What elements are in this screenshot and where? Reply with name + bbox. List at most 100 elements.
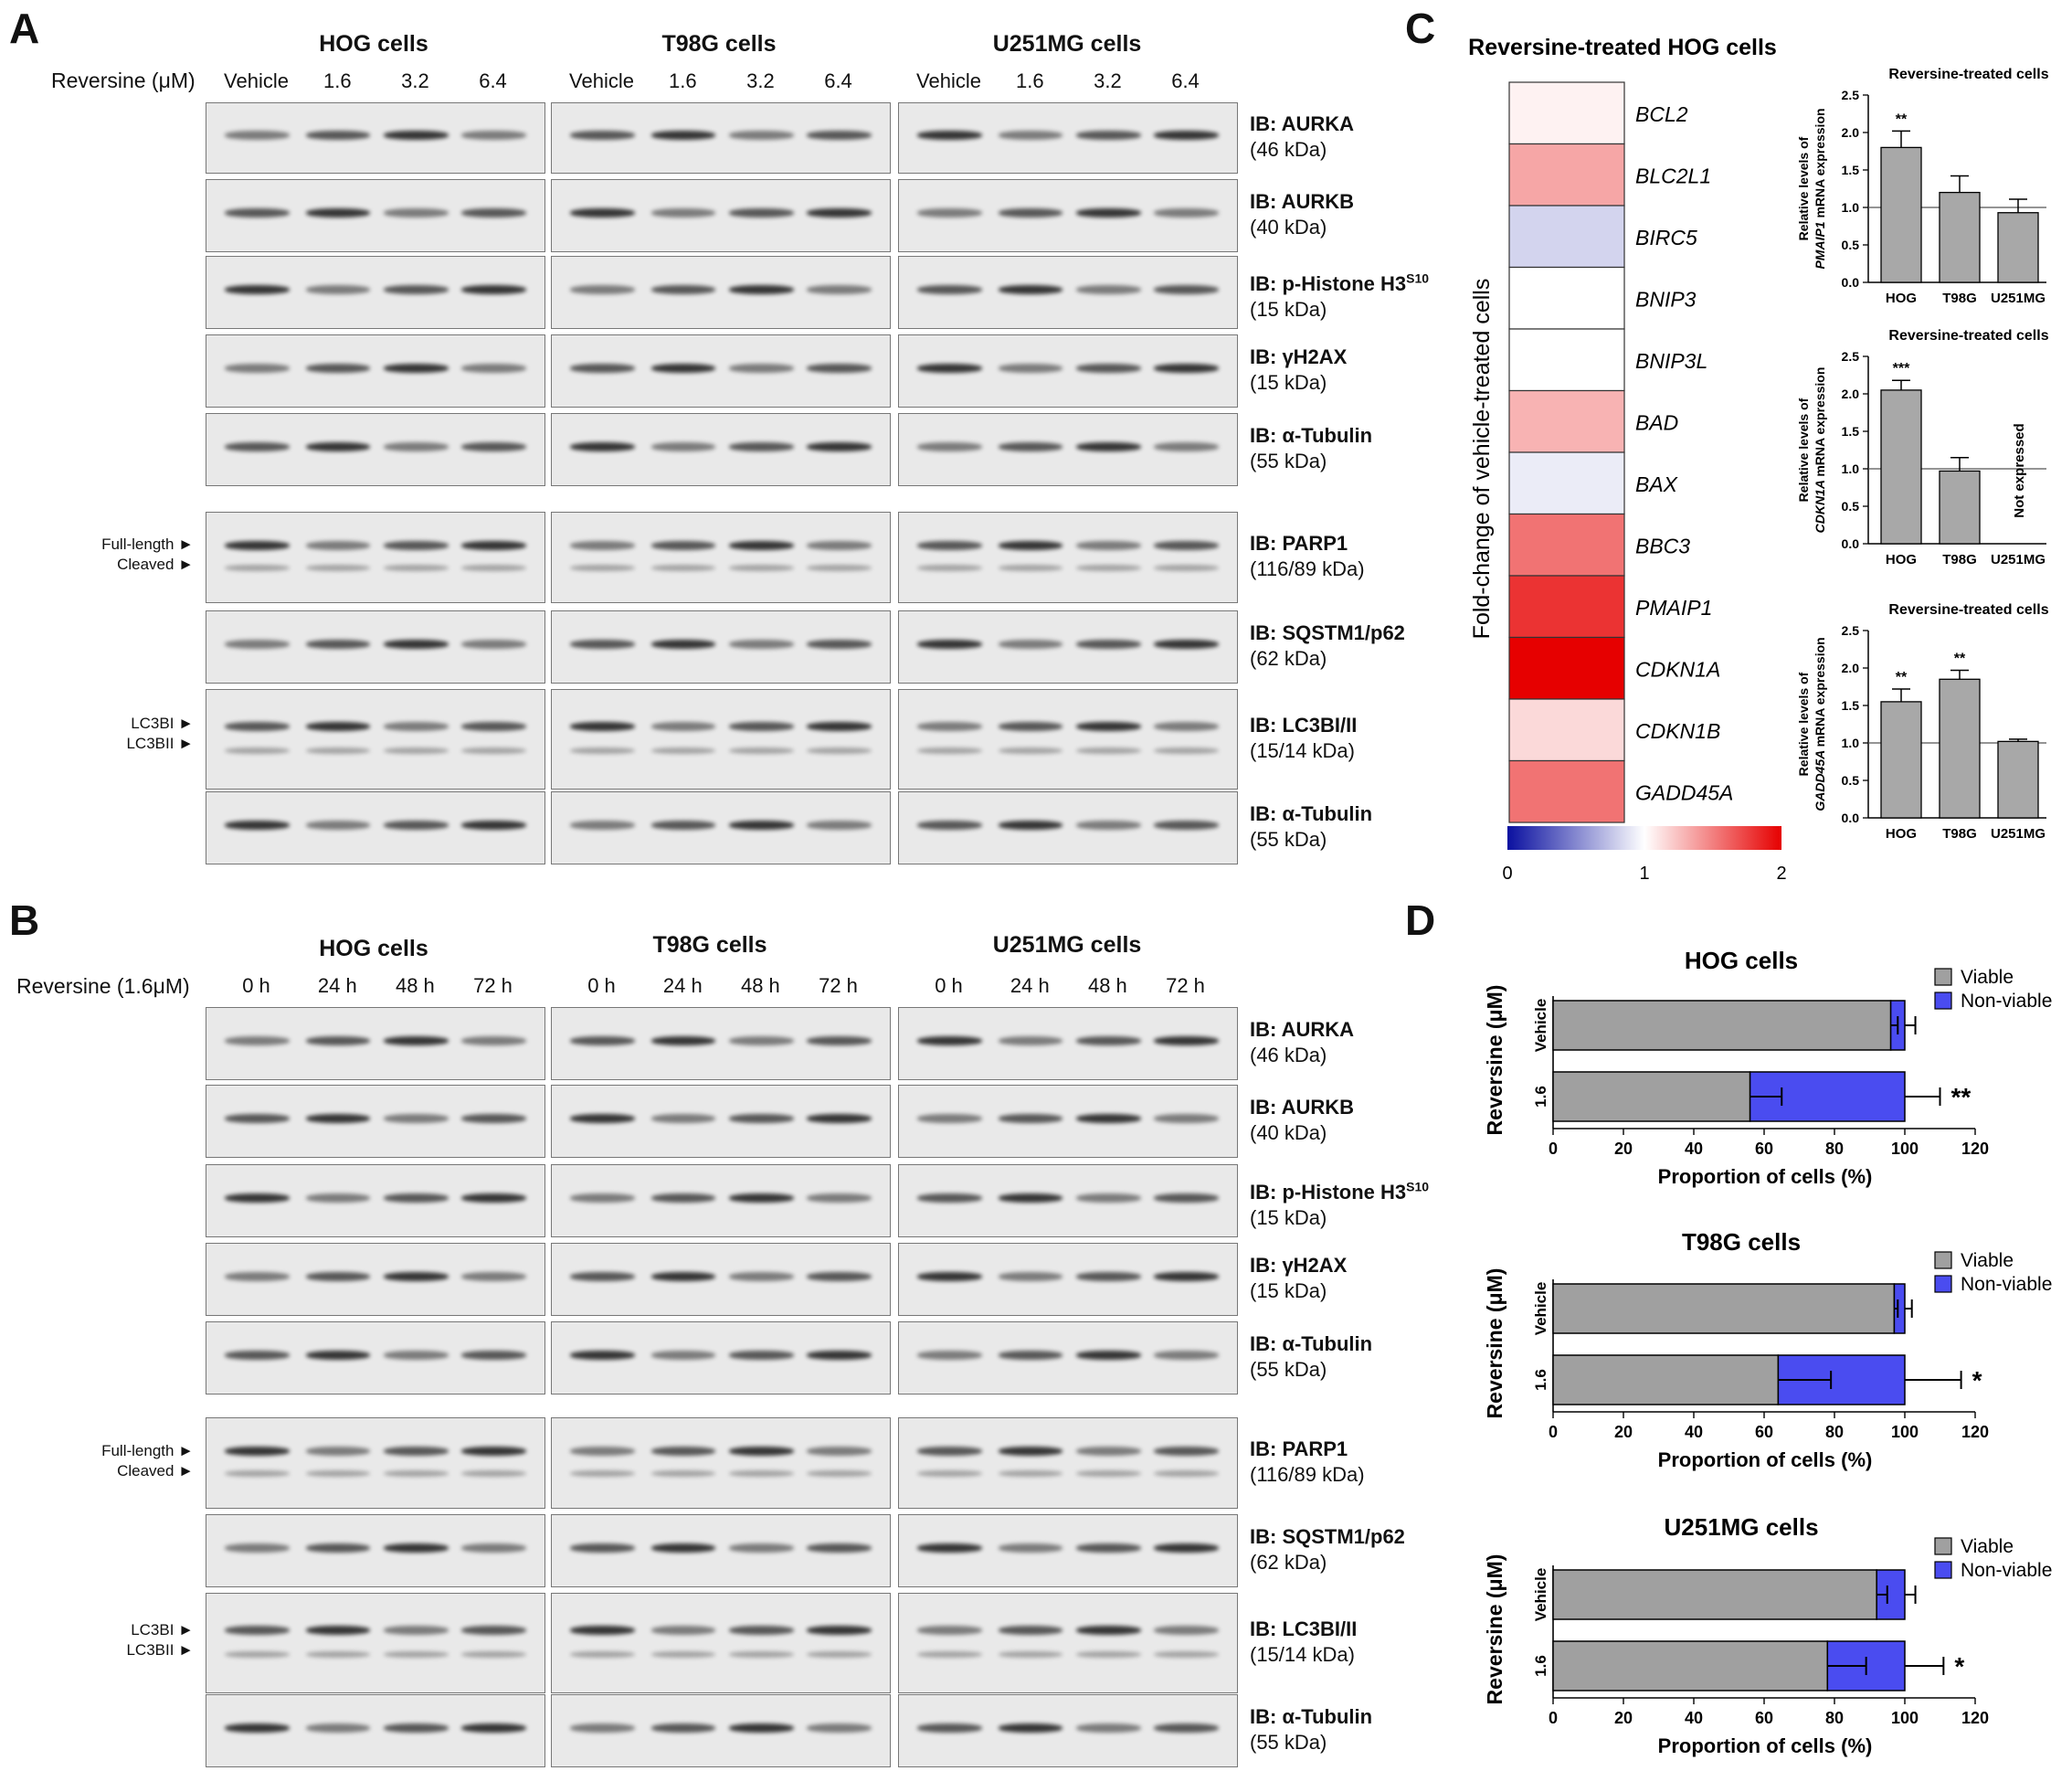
x-tick-label: 80: [1825, 1423, 1844, 1441]
panel-a-lane-label: 3.2: [1094, 69, 1122, 92]
panel-b-band: [225, 1447, 290, 1457]
panel-b-band: [917, 1193, 982, 1204]
non-viable-bar: [1826, 1640, 1906, 1691]
panel-b-treatment-label: Reversine (1.6μM): [16, 974, 190, 998]
panel-a-lane-label: 6.4: [479, 69, 507, 92]
panel-b-band: [570, 1114, 635, 1124]
panel-a-lc3bi-label: LC3BI ►: [131, 715, 194, 732]
bar-chart-ylabel: Relative levels of: [1796, 398, 1811, 502]
panel-b-band-lower: [306, 1469, 371, 1477]
panel-b-ib-antibody: IB: α-Tubulin: [1250, 1705, 1373, 1728]
x-tick-label: 120: [1961, 1423, 1989, 1441]
panel-a-band: [306, 721, 371, 731]
panel-b-blot-7-0: [206, 1593, 545, 1693]
panel-a-band: [1154, 131, 1219, 141]
panel-a-band: [651, 442, 716, 452]
panel-a-band: [999, 541, 1063, 551]
panel-a-band: [729, 442, 794, 452]
x-tick-label: 40: [1685, 1423, 1703, 1441]
panel-b-band: [461, 1543, 526, 1554]
panel-b-ib-label: IB: α-Tubulin (55 kDa): [1250, 1704, 1372, 1755]
panel-a-ib-label: IB: SQSTM1/p62 (62 kDa): [1250, 620, 1405, 672]
panel-b-band: [729, 1036, 794, 1046]
panel-a-band: [917, 131, 982, 141]
heatmap-gene-label: BBC3: [1635, 534, 1690, 557]
panel-b-band: [1154, 1114, 1219, 1124]
panel-b-band: [999, 1351, 1063, 1361]
bar: [1880, 701, 1922, 819]
panel-b-band: [384, 1272, 449, 1282]
panel-a-band-lower: [570, 564, 635, 571]
panel-b-band: [999, 1625, 1063, 1635]
x-tick-label: 60: [1755, 1140, 1773, 1158]
panel-b-ib-label: IB: SQSTM1/p62 (62 kDa): [1250, 1524, 1405, 1575]
panel-b-band: [999, 1114, 1063, 1124]
panel-b-band: [570, 1036, 635, 1046]
panel-b-band: [225, 1543, 290, 1554]
panel-b-band: [729, 1447, 794, 1457]
panel-a-lc3bii-label: LC3BII ►: [126, 735, 194, 752]
panel-a-ib-label: IB: α-Tubulin (55 kDa): [1250, 423, 1372, 474]
panel-a-band: [917, 640, 982, 650]
panel-b-band-lower: [225, 1650, 290, 1658]
panel-a-blot-8-2: [898, 791, 1238, 864]
panel-b-ib-kda: (15 kDa): [1250, 1279, 1327, 1302]
panel-a-band: [570, 821, 635, 831]
panel-b-band: [461, 1625, 526, 1635]
bar-chart-title: Reversine-treated cells: [1888, 328, 2048, 344]
viability-chart-ylabel: Reversine (μM): [1483, 1554, 1506, 1705]
panel-a-band: [461, 821, 526, 831]
panel-a-band-lower: [999, 564, 1063, 571]
panel-b-blot-0-2: [898, 1007, 1238, 1080]
panel-b-lane-label: 72 h: [1166, 974, 1205, 997]
panel-a-band-lower: [1076, 564, 1141, 571]
panel-b-blot-6-2: [898, 1514, 1238, 1587]
panel-b-band: [384, 1036, 449, 1046]
category-label: Vehicle: [1532, 1282, 1549, 1336]
panel-b-blot-0-1: [551, 1007, 891, 1080]
panel-a-blot-4-2: [898, 413, 1238, 486]
panel-b-blot-4-1: [551, 1321, 891, 1395]
panel-b-band: [917, 1625, 982, 1635]
heatmap-gene-label: BAD: [1635, 410, 1678, 434]
panel-b-lc3bi-label: LC3BI ►: [131, 1621, 194, 1638]
legend-swatch: [1934, 1251, 1952, 1269]
panel-a-ib-kda: (116/89 kDa): [1250, 557, 1365, 580]
panel-a-band: [225, 285, 290, 295]
panel-a-ib-label: IB: p-Histone H3S10 (15 kDa): [1250, 266, 1429, 323]
panel-b-band: [225, 1351, 290, 1361]
panel-a-band: [807, 364, 872, 374]
heatmap-gene-label: BAX: [1635, 472, 1679, 496]
panel-b-lane-label: 0 h: [587, 974, 616, 997]
panel-b-ib-kda: (46 kDa): [1250, 1044, 1327, 1066]
panel-b-header-u251mg: U251MG cells: [992, 932, 1142, 958]
y-tick-label: 0.5: [1842, 773, 1860, 788]
panel-b-band: [384, 1114, 449, 1124]
significance-label: **: [1951, 1083, 1972, 1111]
heatmap-gene-label: PMAIP1: [1635, 596, 1712, 620]
x-tick-label: HOG: [1886, 826, 1917, 842]
panel-b-band: [917, 1114, 982, 1124]
panel-a-blot-4-0: [206, 413, 545, 486]
heatmap-ylabel: Fold-change of vehicle-treated cells: [1469, 279, 1495, 640]
panel-b-header-t98g: T98G cells: [652, 932, 767, 958]
panel-b-band: [999, 1193, 1063, 1204]
significance-label: *: [1972, 1366, 1982, 1395]
panel-b-band: [306, 1114, 371, 1124]
panel-b-band: [651, 1625, 716, 1635]
panel-a-band-lower: [570, 747, 635, 754]
panel-a-band: [729, 364, 794, 374]
panel-a-blot-1-1: [551, 179, 891, 252]
panel-a-band-lower: [461, 747, 526, 754]
panel-b-header-hog: HOG cells: [319, 936, 428, 961]
heatmap-cell: [1508, 205, 1625, 269]
heatmap-gene-label: BNIP3: [1635, 287, 1697, 311]
panel-a-blot-0-1: [551, 102, 891, 174]
panel-a-band-lower: [461, 564, 526, 571]
panel-b-band: [1076, 1543, 1141, 1554]
viable-bar: [1552, 1283, 1896, 1334]
panel-a-letter: A: [9, 5, 40, 52]
panel-a-band: [1076, 721, 1141, 731]
heatmap-cell: [1508, 389, 1625, 453]
panel-a-band: [384, 821, 449, 831]
